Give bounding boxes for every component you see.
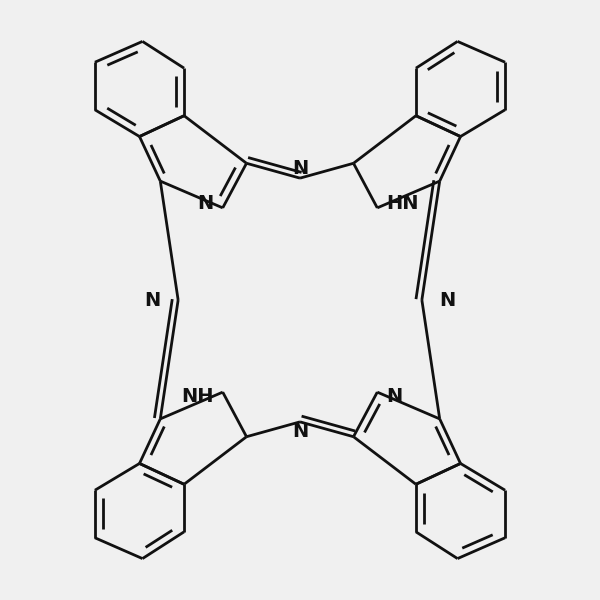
Text: HN: HN — [386, 194, 419, 213]
Text: N: N — [440, 290, 456, 310]
Text: N: N — [197, 194, 214, 213]
Text: N: N — [144, 290, 160, 310]
Text: NH: NH — [181, 387, 214, 406]
Text: N: N — [386, 387, 403, 406]
Text: N: N — [292, 158, 308, 178]
Text: N: N — [292, 422, 308, 442]
